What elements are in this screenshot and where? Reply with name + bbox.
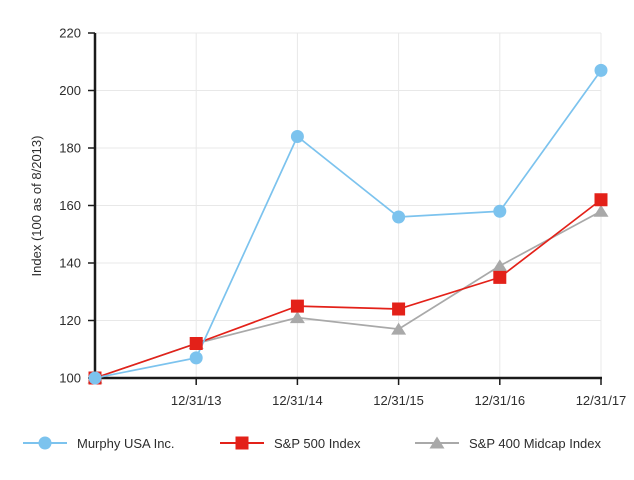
data-point-triangle [391, 322, 407, 335]
x-tick-label: 12/31/14 [272, 393, 323, 408]
y-tick-label: 220 [59, 26, 81, 41]
legend-label: Murphy USA Inc. [77, 435, 175, 451]
x-tick-label: 12/31/15 [373, 393, 424, 408]
gridlines [95, 32, 602, 378]
data-point-circle [392, 210, 406, 224]
data-point-triangle [289, 311, 305, 324]
data-point-circle [290, 130, 304, 143]
legend-triangle-marker-icon [415, 436, 459, 449]
x-tick-label: 12/31/16 [474, 393, 525, 408]
data-point-square [594, 193, 608, 207]
y-axis-title: Index (100 as of 8/2013) [29, 136, 44, 277]
legend-item-square: S&P 500 Index [220, 434, 361, 452]
chart-legend: Murphy USA Inc. S&P 500 Index S&P 400 Midc… [0, 434, 634, 454]
data-point-square [493, 270, 507, 284]
y-tick-label: 140 [59, 256, 81, 271]
data-point-square [392, 302, 406, 316]
data-point-circle [189, 351, 203, 365]
legend-label: S&P 400 Midcap Index [469, 435, 602, 451]
axis-ticks [88, 32, 602, 385]
y-tick-label: 180 [59, 141, 81, 156]
legend-label: S&P 500 Index [274, 435, 361, 451]
data-point-circle [594, 63, 608, 77]
series-line-square [94, 199, 602, 379]
y-tick-label: 100 [59, 371, 81, 386]
y-tick-labels: 100 120 140 160 180 200 220 [59, 26, 81, 386]
x-tick-labels: 12/31/13 12/31/14 12/31/15 12/31/16 12/31/17 [171, 393, 626, 408]
data-point-triangle [593, 204, 609, 217]
legend-square-marker-icon [220, 436, 264, 450]
series-lines [94, 69, 602, 379]
x-tick-label: 12/31/13 [171, 393, 222, 408]
data-point-triangle [492, 259, 508, 272]
data-point-square [290, 299, 304, 313]
x-tick-label: 12/31/17 [576, 393, 627, 408]
y-tick-label: 160 [59, 198, 81, 213]
y-tick-label: 120 [59, 313, 81, 328]
series-line-circle [94, 69, 602, 379]
legend-item-triangle: S&P 400 Midcap Index [415, 434, 601, 452]
data-point-circle [493, 204, 507, 218]
legend-circle-marker-icon [23, 436, 67, 450]
data-point-circle [88, 371, 102, 385]
y-tick-label: 200 [59, 83, 81, 98]
data-point-square [189, 337, 203, 350]
axes [93, 33, 602, 380]
legend-item-circle: Murphy USA Inc. [23, 434, 175, 452]
series-markers [87, 63, 609, 385]
